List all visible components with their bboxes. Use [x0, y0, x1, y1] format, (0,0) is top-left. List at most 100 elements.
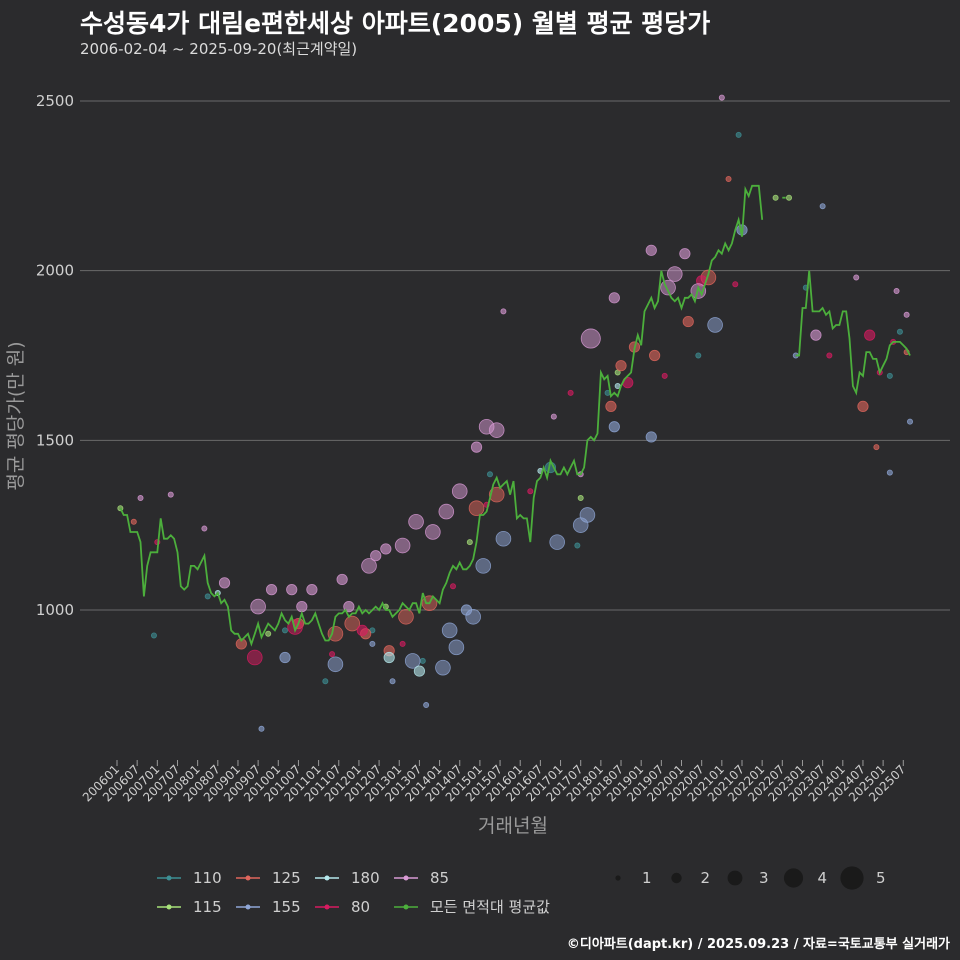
- point-85: [451, 483, 468, 500]
- point-80: [661, 372, 668, 379]
- legend-size-dot-4: [783, 868, 804, 888]
- legend-label-8: 모든 면적대 평균값: [430, 898, 550, 916]
- chart-title: 수성동4가 대림e편한세상 아파트(2005) 월별 평균 평당가: [80, 9, 711, 38]
- point-110: [282, 627, 289, 634]
- legend-dot-2: [245, 875, 251, 881]
- point-110: [322, 678, 329, 685]
- legend-label-5: 115: [193, 898, 222, 916]
- point-80: [329, 651, 336, 658]
- point-125: [398, 608, 414, 625]
- point-85: [550, 413, 557, 420]
- legend-size-dot-2: [671, 872, 682, 884]
- legend-label-6: 155: [272, 898, 301, 916]
- point-85: [201, 525, 208, 532]
- point-85: [853, 274, 860, 281]
- point-110: [486, 471, 493, 478]
- legend-dot-5: [166, 904, 172, 910]
- legend-label-1: 110: [193, 869, 222, 887]
- point-125: [682, 315, 694, 328]
- point-125: [605, 400, 617, 412]
- point-155: [886, 469, 893, 476]
- point-80: [826, 352, 833, 359]
- point-80: [864, 329, 876, 341]
- point-85: [408, 513, 424, 530]
- chart-subtitle: 2006-02-04 ~ 2025-09-20(최근계약일): [80, 40, 358, 58]
- legend-dot-6: [245, 904, 251, 910]
- point-125: [327, 625, 344, 642]
- point-80: [450, 583, 457, 590]
- average-line: [119, 184, 911, 647]
- point-155: [404, 653, 421, 669]
- point-85: [361, 558, 377, 574]
- point-180: [383, 651, 395, 664]
- point-155: [258, 725, 265, 732]
- legend-label-3: 180: [351, 869, 380, 887]
- point-155: [279, 651, 291, 664]
- point-155: [907, 418, 914, 425]
- point-85: [903, 311, 910, 318]
- point-85: [265, 584, 278, 596]
- legend-size-dot-3: [727, 870, 743, 886]
- legend-size-dot-1: [615, 875, 621, 881]
- point-85: [488, 422, 505, 438]
- point-155: [645, 431, 657, 443]
- point-155: [441, 622, 458, 639]
- point-85: [718, 94, 725, 101]
- legend-size-label-3: 3: [759, 869, 769, 887]
- point-80: [527, 488, 534, 495]
- point-125: [725, 176, 732, 183]
- legend-size-dot-5: [840, 866, 864, 890]
- point-85: [286, 584, 298, 596]
- point-110: [419, 657, 426, 664]
- point-155: [465, 608, 481, 625]
- point-155: [423, 702, 430, 709]
- legend-dot-4: [403, 875, 409, 881]
- y-tick-label: 1500: [36, 431, 74, 449]
- point-85: [343, 601, 355, 613]
- legend-dot-7: [324, 904, 330, 910]
- point-85: [679, 248, 691, 260]
- point-110: [896, 328, 903, 335]
- point-85: [167, 491, 174, 498]
- scatter-points: [117, 94, 914, 732]
- point-125: [615, 360, 627, 372]
- point-85: [425, 524, 441, 540]
- point-85: [306, 584, 318, 596]
- point-155: [369, 640, 376, 647]
- point-115: [577, 495, 584, 502]
- x-axis-ticks: 2006012006072007012007072008012008072009…: [80, 760, 908, 805]
- legend-size-label-4: 4: [818, 869, 828, 887]
- point-85: [893, 288, 900, 295]
- point-85: [380, 543, 392, 555]
- legend: 110 125 180 85 115 155 80 모든 면적대 평균값 1 2 3 4 5: [157, 866, 886, 916]
- y-tick-label: 2000: [36, 262, 74, 280]
- point-155: [549, 534, 565, 550]
- x-axis-title: 거래년월: [478, 815, 548, 837]
- legend-dot-1: [166, 875, 172, 881]
- point-125: [468, 500, 485, 517]
- y-axis-ticks: 1000 1500 2000 2500: [36, 92, 74, 619]
- point-85: [336, 573, 348, 586]
- point-85: [810, 329, 822, 341]
- point-110: [695, 352, 702, 359]
- point-110: [735, 131, 742, 138]
- point-80: [246, 649, 263, 666]
- point-155: [495, 530, 512, 547]
- point-80: [356, 624, 368, 636]
- y-tick-label: 2500: [36, 92, 74, 110]
- point-155: [448, 639, 465, 656]
- footer-credit: ©디아파트(dapt.kr) / 2025.09.23 / 자료=국토교통부 실…: [566, 937, 950, 952]
- point-85: [370, 550, 382, 562]
- point-125: [130, 518, 137, 525]
- grid-lines: [80, 100, 950, 611]
- point-115: [772, 194, 779, 201]
- point-80: [732, 281, 739, 288]
- point-155: [707, 317, 723, 333]
- point-115: [466, 539, 473, 546]
- point-155: [327, 656, 344, 673]
- legend-label-7: 80: [351, 898, 370, 916]
- point-155: [389, 678, 396, 685]
- point-85: [438, 503, 455, 520]
- point-125: [488, 486, 505, 503]
